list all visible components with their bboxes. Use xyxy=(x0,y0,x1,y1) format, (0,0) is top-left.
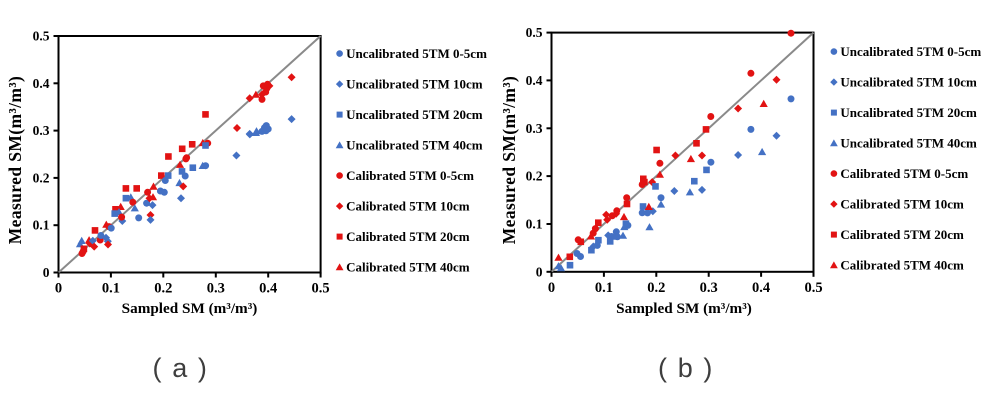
svg-text:0: 0 xyxy=(536,264,543,279)
svg-text:Uncalibrated 5TM 20cm: Uncalibrated 5TM 20cm xyxy=(840,105,977,120)
svg-text:0.4: 0.4 xyxy=(33,76,50,91)
svg-text:0.3: 0.3 xyxy=(207,281,225,297)
svg-text:0.5: 0.5 xyxy=(33,29,50,44)
svg-text:Uncalibrated 5TM 20cm: Uncalibrated 5TM 20cm xyxy=(346,107,483,122)
svg-text:0.1: 0.1 xyxy=(526,217,543,232)
svg-text:0.3: 0.3 xyxy=(33,123,50,138)
svg-text:0.2: 0.2 xyxy=(33,170,50,185)
svg-text:Measured SM(m³/m³): Measured SM(m³/m³) xyxy=(499,76,519,245)
svg-text:0.2: 0.2 xyxy=(154,281,172,297)
svg-text:0.3: 0.3 xyxy=(700,280,718,296)
svg-text:Measured SM(m³/m³): Measured SM(m³/m³) xyxy=(5,76,25,245)
svg-text:Calibrated 5TM 20cm: Calibrated 5TM 20cm xyxy=(346,229,470,244)
svg-text:Uncalibrated 5TM 0-5cm: Uncalibrated 5TM 0-5cm xyxy=(346,46,487,61)
svg-text:( a ): ( a ) xyxy=(153,353,209,383)
svg-text:Sampled SM (m³/m³): Sampled SM (m³/m³) xyxy=(616,300,752,317)
svg-text:Uncalibrated 5TM 40cm: Uncalibrated 5TM 40cm xyxy=(840,136,977,151)
svg-text:0.3: 0.3 xyxy=(526,121,543,136)
svg-text:0.4: 0.4 xyxy=(259,281,277,297)
svg-text:0.5: 0.5 xyxy=(312,281,330,297)
svg-text:( b ): ( b ) xyxy=(658,353,714,383)
svg-text:0.1: 0.1 xyxy=(33,218,50,233)
svg-text:0: 0 xyxy=(548,280,555,296)
svg-text:Calibrated 5TM 40cm: Calibrated 5TM 40cm xyxy=(840,258,964,273)
svg-text:Calibrated 5TM 20cm: Calibrated 5TM 20cm xyxy=(840,227,964,242)
svg-text:Calibrated 5TM 10cm: Calibrated 5TM 10cm xyxy=(346,199,470,214)
svg-text:0: 0 xyxy=(55,281,62,297)
svg-text:0.5: 0.5 xyxy=(526,25,543,40)
svg-text:Uncalibrated 5TM 40cm: Uncalibrated 5TM 40cm xyxy=(346,138,483,153)
svg-text:Uncalibrated 5TM 10cm: Uncalibrated 5TM 10cm xyxy=(346,77,483,92)
svg-text:0.5: 0.5 xyxy=(804,280,822,296)
svg-text:0.1: 0.1 xyxy=(102,281,120,297)
svg-text:0: 0 xyxy=(43,265,50,280)
svg-text:0.4: 0.4 xyxy=(526,73,543,88)
svg-text:Sampled SM (m³/m³): Sampled SM (m³/m³) xyxy=(122,300,258,317)
svg-text:Calibrated 5TM 0-5cm: Calibrated 5TM 0-5cm xyxy=(840,166,968,181)
svg-text:0.2: 0.2 xyxy=(647,280,665,296)
svg-text:0.4: 0.4 xyxy=(752,280,770,296)
svg-text:0.2: 0.2 xyxy=(526,169,543,184)
svg-text:Calibrated 5TM 0-5cm: Calibrated 5TM 0-5cm xyxy=(346,168,474,183)
svg-text:Uncalibrated 5TM 10cm: Uncalibrated 5TM 10cm xyxy=(840,75,977,90)
svg-text:0.1: 0.1 xyxy=(595,280,613,296)
svg-text:Calibrated 5TM 40cm: Calibrated 5TM 40cm xyxy=(346,260,470,275)
svg-text:Uncalibrated 5TM 0-5cm: Uncalibrated 5TM 0-5cm xyxy=(840,44,981,59)
svg-text:Calibrated 5TM 10cm: Calibrated 5TM 10cm xyxy=(840,197,964,212)
